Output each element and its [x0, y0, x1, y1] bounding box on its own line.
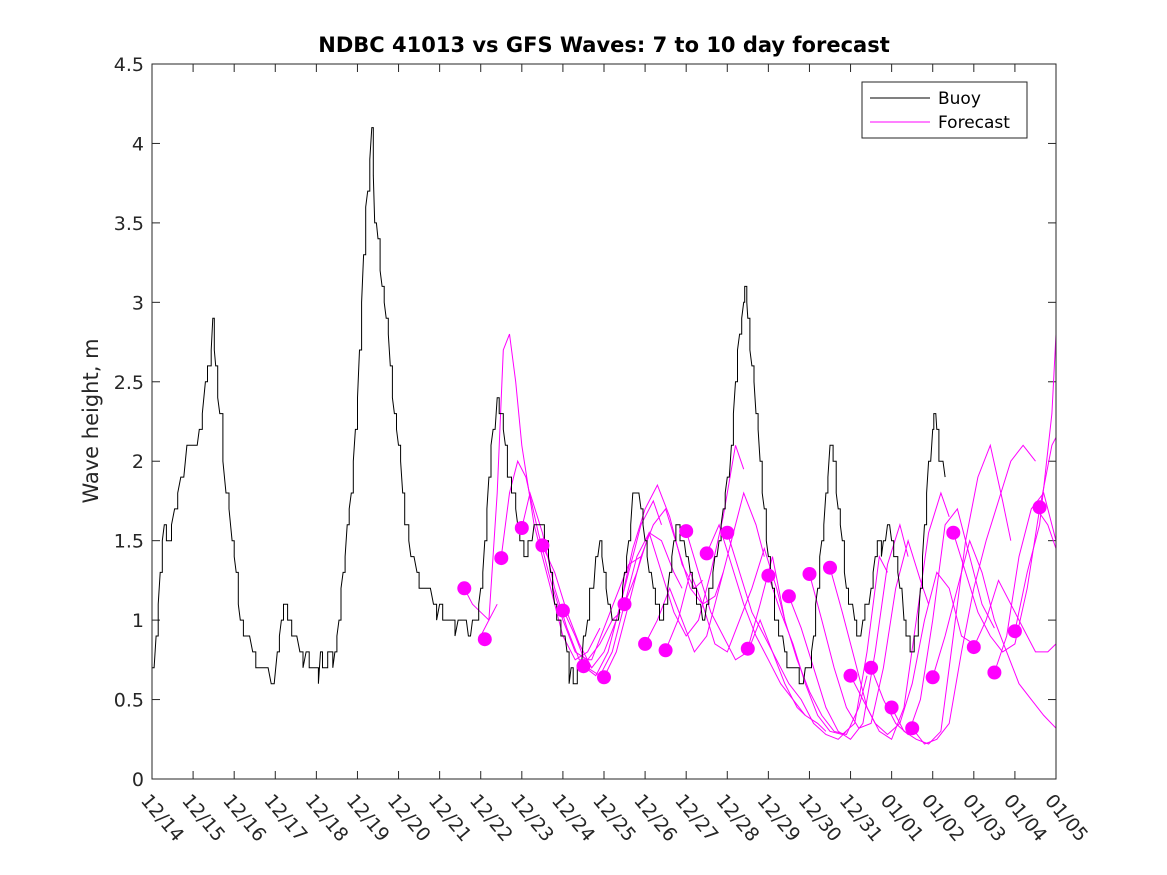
forecast-line [665, 546, 786, 653]
forecast-start-point [987, 665, 1002, 680]
chart-title: NDBC 41013 vs GFS Waves: 7 to 10 day for… [318, 33, 889, 57]
forecast-line [788, 522, 909, 740]
forecast-line [911, 444, 1036, 745]
forecast-line [993, 491, 1057, 673]
forecast-line [1014, 334, 1057, 632]
forecast-line [541, 499, 662, 669]
forecast-start-point [740, 641, 755, 656]
forecast-start-point [946, 525, 961, 540]
forecast-line [726, 532, 847, 740]
forecast-line [500, 459, 621, 661]
forecast-line [463, 588, 498, 621]
forecast-start-point [843, 668, 858, 683]
forecast-line [870, 507, 995, 736]
forecast-start-point [555, 603, 570, 618]
forecast-line [603, 507, 724, 678]
forecast-line [809, 538, 930, 729]
forecast-start-point [966, 640, 981, 655]
y-tick-labels: 0 0.5 1 1.5 2 2.5 3 3.5 4 4.5 [114, 54, 144, 791]
y-tick-label: 2 [132, 451, 144, 473]
forecast-start-point [457, 581, 472, 596]
y-tick-label: 3 [132, 292, 144, 314]
forecast-start-point [514, 521, 529, 535]
plot-frame [151, 63, 1057, 780]
forecast-start-point [925, 670, 940, 685]
forecast-start-point [864, 660, 879, 675]
y-tick-label: 4.5 [114, 54, 144, 76]
forecast-line [480, 333, 601, 661]
forecast-line [521, 491, 642, 661]
forecast-line [767, 554, 888, 736]
y-tick-label: 2.5 [114, 372, 144, 394]
buoy-line [152, 127, 946, 685]
forecast-start-point [638, 636, 653, 651]
forecast-start-point [823, 560, 837, 575]
forecast-start-point [802, 567, 817, 581]
forecast-line [706, 523, 827, 732]
forecast-start-point [658, 643, 673, 658]
y-tick-label: 0 [132, 769, 144, 791]
forecast-start-point [720, 525, 735, 540]
forecast-start-point [905, 721, 920, 736]
y-tick-label: 0.5 [114, 690, 144, 712]
legend: Buoy Forecast [861, 81, 1028, 139]
buoy-series [152, 127, 946, 685]
legend-box [861, 81, 1028, 139]
forecast-line [583, 483, 703, 677]
legend-buoy-label: Buoy [938, 89, 981, 109]
forecast-line [624, 445, 745, 637]
forecast-line [829, 491, 950, 741]
y-axis-label: Wave height, m [79, 338, 103, 503]
forecast-line [973, 579, 1057, 653]
forecast-line [952, 437, 1057, 653]
forecast-start-point [477, 632, 492, 647]
forecast-line [644, 491, 765, 653]
forecast-start-point [1032, 500, 1047, 515]
y-tick-label: 1.5 [114, 531, 144, 553]
forecast-start-point [597, 670, 611, 685]
forecast-start-point [679, 524, 694, 539]
forecast-start-point [535, 538, 550, 553]
y-tick-label: 3.5 [114, 213, 144, 235]
forecast-start-point [617, 597, 632, 612]
forecast-start-point [576, 659, 591, 674]
forecast-start-point [761, 568, 776, 583]
y-tick-label: 1 [132, 610, 144, 632]
forecast-start-point [781, 589, 796, 604]
forecast-start-point [1007, 624, 1022, 639]
legend-forecast-label: Forecast [938, 113, 1010, 133]
forecast-line [932, 539, 1057, 729]
forecast-start-point [884, 700, 899, 715]
forecast-markers [457, 500, 1047, 736]
forecast-start-point [699, 546, 714, 561]
forecast-start-point [494, 551, 509, 566]
forecast-line [891, 443, 1012, 745]
y-tick-label: 4 [132, 133, 144, 155]
